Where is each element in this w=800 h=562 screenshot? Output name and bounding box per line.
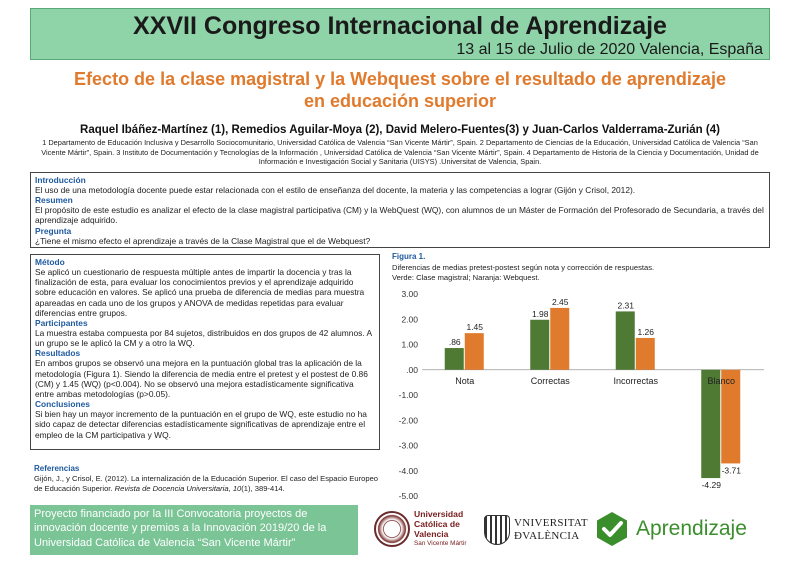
intro-box: Introducción El uso de una metodología d… <box>30 172 770 248</box>
conference-header: XXVII Congreso Internacional de Aprendiz… <box>30 8 770 60</box>
ucv-line1: Universidad <box>414 509 464 519</box>
ucv-logo-text: Universidad Católica de Valencia San Vic… <box>414 509 466 549</box>
ucv-seal-icon <box>374 511 410 547</box>
metodo-text: Se aplicó un cuestionario de respuesta m… <box>35 267 365 318</box>
reference-text-b: (1), 389-414. <box>241 483 285 493</box>
participantes-heading: Participantes <box>35 318 88 329</box>
paper-title: Efecto de la clase magistral y la Webque… <box>30 68 770 112</box>
ucv-logo: Universidad Católica de Valencia San Vic… <box>374 507 484 553</box>
uv-logo: VNIVERSITAT ÐVALÈNCIA <box>484 507 594 553</box>
bar <box>550 307 570 370</box>
introduccion-heading: Introducción <box>35 175 86 185</box>
bar <box>530 319 550 370</box>
y-tick-label: 1.00 <box>401 340 418 350</box>
category-label: Blanco <box>707 376 735 386</box>
bar <box>615 311 635 370</box>
data-label: 1.45 <box>466 322 483 332</box>
conclusiones-text: Si bien hay un mayor incremento de la pu… <box>35 409 367 440</box>
funding-box: Proyecto financiado por la III Convocato… <box>30 505 358 555</box>
y-tick-label: -4.00 <box>399 466 419 476</box>
ucv-line2: Católica de <box>414 519 460 529</box>
logos-row: Universidad Católica de Valencia San Vic… <box>372 505 772 555</box>
paper-title-line1: Efecto de la clase magistral y la Webque… <box>74 69 726 89</box>
bar <box>464 333 484 370</box>
bar <box>635 337 655 370</box>
y-tick-label: -3.00 <box>399 441 419 451</box>
bar <box>701 369 721 479</box>
figure-caption: Diferencias de medias pretest-postest se… <box>392 263 762 283</box>
bar <box>721 369 741 464</box>
aprendizaje-logo-text: Aprendizaje <box>636 517 747 540</box>
metodo-heading: Método <box>35 257 65 267</box>
references-heading: Referencias <box>34 464 80 473</box>
affiliations: 1 Departamento de Educación Inclusiva y … <box>41 138 759 167</box>
conclusiones-heading: Conclusiones <box>35 399 90 410</box>
ucv-line4: San Vicente Mártir <box>414 540 467 547</box>
references: Referencias Gijón, J., y Crisol, E. (201… <box>34 464 384 494</box>
bar-chart: 3.00 2.00 1.00 .00 -1.00 -2.00 -3.00 -4.00 -5.00… <box>399 289 764 501</box>
conference-dates: 13 al 15 de Julio de 2020 Valencia, Espa… <box>456 41 763 58</box>
data-label: 1.26 <box>637 327 654 337</box>
y-tick-label: -1.00 <box>399 390 419 400</box>
reference-journal: Revista de Docencia Universitaria, 10 <box>114 483 242 493</box>
y-tick-label: 3.00 <box>401 289 418 299</box>
introduccion-text: El uso de una metodología docente puede … <box>35 185 636 195</box>
resultados-text: En ambos grupos se observó una mejora en… <box>35 358 368 400</box>
uv-line2: ÐVALÈNCIA <box>514 530 580 542</box>
reference-entry: Gijón, J., y Crisol, E. (2012). La inter… <box>34 474 384 494</box>
data-label: 2.31 <box>617 300 634 310</box>
data-label: -3.71 <box>722 465 742 475</box>
paper-title-line2: en educación superior <box>303 91 497 111</box>
funding-text: Proyecto financiado por la III Convocato… <box>34 508 327 549</box>
data-label: 1.98 <box>532 309 549 319</box>
category-label: Correctas <box>531 376 571 386</box>
reference-text-a: Gijón, J., y Crisol, E. (2012). La inter… <box>34 474 379 493</box>
data-label: -4.29 <box>702 480 722 490</box>
y-tick-label: -2.00 <box>399 415 419 425</box>
data-label: .86 <box>449 337 461 347</box>
participantes-text: La muestra estaba compuesta por 84 sujet… <box>35 328 372 349</box>
pregunta-text: ¿Tiene el mismo efecto el aprendizaje a … <box>35 235 371 246</box>
resultados-heading: Resultados <box>35 348 81 359</box>
aprendizaje-logo: Aprendizaje <box>594 507 772 553</box>
conference-title: XXVII Congreso Internacional de Aprendiz… <box>133 12 667 40</box>
y-tick-label: -5.00 <box>399 491 419 501</box>
method-box: Método Se aplicó un cuestionario de resp… <box>30 254 380 450</box>
data-label: 2.45 <box>552 297 569 307</box>
figure-label: Figura 1. <box>392 252 426 261</box>
figure-1: 3.00 2.00 1.00 .00 -1.00 -2.00 -3.00 -4.00 -5.00… <box>388 252 774 502</box>
resumen-text: El propósito de este estudio es analizar… <box>35 205 764 226</box>
pregunta-heading: Pregunta <box>35 225 72 236</box>
category-label: Nota <box>455 376 474 386</box>
y-tick-label: .00 <box>406 365 418 375</box>
y-tick-label: 2.00 <box>401 314 418 324</box>
uv-line1: VNIVERSITAT <box>514 517 588 529</box>
resumen-heading: Resumen <box>35 195 73 206</box>
check-hexagon-icon <box>597 512 627 546</box>
category-label: Incorrectas <box>613 376 658 386</box>
uv-logo-text: VNIVERSITAT ÐVALÈNCIA <box>514 517 588 543</box>
figure-caption-line1: Diferencias de medias pretest-postest se… <box>392 263 655 272</box>
ucv-line3: Valencia <box>414 529 449 539</box>
authors: Raquel Ibáñez-Martínez (1), Remedios Agu… <box>80 124 720 136</box>
figure-caption-line2: Verde: Clase magistral; Naranja: Webques… <box>392 273 540 282</box>
bar <box>444 348 464 370</box>
uv-seal-icon <box>484 515 510 545</box>
